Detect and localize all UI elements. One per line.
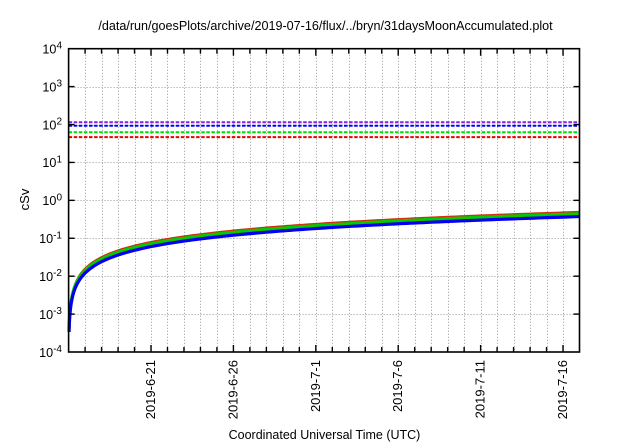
svg-text:2019-7-1: 2019-7-1 bbox=[308, 360, 323, 412]
svg-text:2019-7-6: 2019-7-6 bbox=[390, 360, 405, 412]
svg-text:2019-7-16: 2019-7-16 bbox=[555, 360, 570, 419]
svg-text:/data/run/goesPlots/archive/20: /data/run/goesPlots/archive/2019-07-16/f… bbox=[98, 19, 553, 33]
svg-text:2019-6-21: 2019-6-21 bbox=[143, 360, 158, 419]
svg-text:cSv: cSv bbox=[17, 188, 32, 210]
svg-text:2019-6-26: 2019-6-26 bbox=[225, 360, 240, 419]
svg-text:2019-7-11: 2019-7-11 bbox=[473, 360, 488, 418]
svg-text:Coordinated Universal Time (UT: Coordinated Universal Time (UTC) bbox=[229, 428, 421, 442]
